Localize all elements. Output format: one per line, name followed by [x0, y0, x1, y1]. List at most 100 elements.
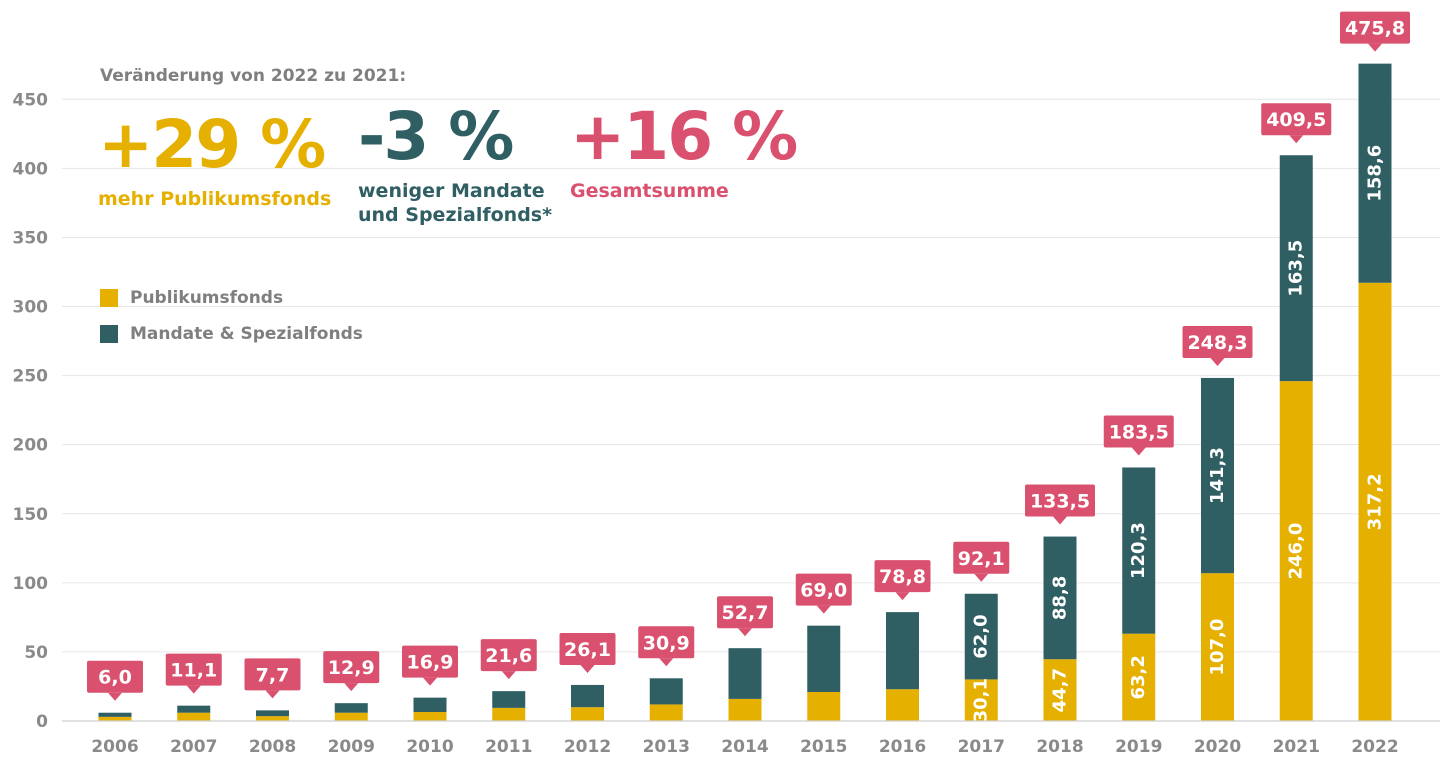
- total-callout-pointer: [1289, 135, 1304, 144]
- total-callout-box: [874, 560, 931, 593]
- bar-mandate-spezialfonds: [334, 703, 368, 713]
- bar-publikumsfonds: [964, 679, 998, 721]
- x-tick-label: 2022: [1351, 737, 1398, 757]
- bar-publikumsfonds: [98, 716, 132, 721]
- x-tick-label: 2015: [800, 737, 847, 757]
- value-label-publikumsfonds: 63,2: [1128, 655, 1149, 699]
- total-callout-pointer: [895, 592, 910, 601]
- stat-gesamt-value: +16 %: [570, 98, 798, 175]
- bar-publikumsfonds: [571, 707, 604, 721]
- stat-publikum: +29 % mehr Publikumsfonds: [98, 112, 331, 212]
- y-axis: 0 50 100 150 200 250 300 350 400 450: [13, 90, 49, 732]
- stat-mandate: -3 % weniger Mandate und Spezialfonds*: [358, 104, 552, 228]
- total-value-label: 7,7: [256, 664, 290, 686]
- total-callout-box: [87, 660, 143, 693]
- legend-item-mandate: Mandate & Spezialfonds: [100, 316, 363, 352]
- bar-mandate-spezialfonds: [886, 612, 919, 690]
- total-callout-box: [165, 653, 222, 686]
- bar-mandate-spezialfonds: [571, 684, 604, 708]
- total-value-label: 248,3: [1187, 332, 1247, 354]
- bar-mandate-spezialfonds: [649, 678, 683, 705]
- bar-mandate-spezialfonds: [807, 625, 841, 692]
- bar-mandate-spezialfonds: [1358, 63, 1392, 283]
- total-callout-box: [717, 596, 773, 629]
- total-callout-box: [1340, 11, 1410, 44]
- gridlines: [62, 98, 1440, 722]
- total-callout-pointer: [1131, 447, 1146, 456]
- total-callout-pointer: [816, 605, 831, 614]
- bar-mandate-spezialfonds: [492, 691, 526, 708]
- bar-mandate-spezialfonds: [964, 593, 998, 680]
- bar-mandate-spezialfonds: [728, 648, 762, 699]
- total-value-label: 12,9: [328, 657, 375, 679]
- legend-item-publikum: Publikumsfonds: [100, 280, 363, 316]
- bar-publikumsfonds: [413, 712, 447, 721]
- y-tick-label: 400: [13, 159, 49, 179]
- total-callout-box: [1261, 103, 1332, 136]
- bar-publikumsfonds: [1358, 282, 1392, 721]
- value-label-publikumsfonds: 30,1: [971, 678, 992, 722]
- legend-swatch-publikum: [100, 289, 118, 307]
- total-value-label: 21,6: [485, 645, 532, 667]
- y-tick-label: 450: [13, 90, 49, 110]
- bar-publikumsfonds: [1043, 659, 1077, 721]
- bar-publikumsfonds: [728, 698, 762, 721]
- total-callout-pointer: [974, 573, 989, 582]
- bar-mandate-spezialfonds: [1043, 536, 1077, 660]
- bar-mandate-spezialfonds: [1201, 377, 1234, 574]
- change-headline: Veränderung von 2022 zu 2021:: [100, 66, 407, 86]
- total-callout-box: [559, 632, 616, 665]
- legend-label-mandate: Mandate & Spezialfonds: [130, 324, 363, 344]
- stat-gesamt-label-line: Gesamtsumme: [570, 180, 729, 202]
- bar-publikumsfonds: [649, 704, 683, 721]
- bar-publikumsfonds: [1201, 573, 1234, 721]
- stat-publikum-label: mehr Publikumsfonds: [98, 188, 331, 212]
- bar-mandate-spezialfonds: [98, 712, 132, 717]
- total-value-label: 92,1: [958, 548, 1005, 570]
- total-value-label: 409,5: [1266, 109, 1326, 131]
- total-callout-pointer: [659, 658, 674, 667]
- total-callout-pointer: [1053, 516, 1067, 525]
- value-label-mandate: 158,6: [1365, 145, 1386, 202]
- y-tick-label: 150: [13, 505, 49, 525]
- y-tick-label: 200: [13, 436, 49, 456]
- total-value-label: 133,5: [1030, 491, 1090, 513]
- total-callout-pointer: [580, 664, 595, 673]
- total-callout-box: [953, 541, 1010, 574]
- x-tick-label: 2012: [564, 737, 611, 757]
- x-tick-label: 2020: [1194, 737, 1241, 757]
- stat-mandate-label-line: und Spezialfonds*: [358, 203, 553, 226]
- bar-publikumsfonds: [1279, 381, 1313, 721]
- bar-mandate-spezialfonds: [256, 710, 289, 717]
- stat-publikum-value: +29 %: [98, 106, 326, 183]
- x-tick-label: 2016: [879, 737, 926, 757]
- total-callout-pointer: [344, 683, 359, 692]
- total-callout-pointer: [186, 685, 201, 694]
- y-tick-label: 0: [36, 712, 48, 732]
- bar-mandate-spezialfonds: [177, 705, 211, 713]
- stat-gesamt-label: Gesamtsumme: [570, 180, 796, 204]
- total-value-label: 69,0: [800, 580, 847, 602]
- bar-mandate-spezialfonds: [1122, 467, 1156, 634]
- value-label-publikumsfonds: 44,7: [1050, 668, 1071, 712]
- bar-publikumsfonds: [1122, 633, 1156, 721]
- stat-gesamt: +16 % Gesamtsumme: [570, 98, 798, 204]
- total-callout-box: [1025, 484, 1095, 517]
- total-callout-pointer: [501, 671, 516, 680]
- x-tick-label: 2010: [406, 737, 453, 757]
- x-tick-label: 2007: [170, 737, 217, 757]
- total-value-label: 30,9: [643, 632, 690, 654]
- x-tick-label: 2021: [1273, 737, 1320, 757]
- x-tick-label: 2011: [485, 737, 532, 757]
- x-tick-label: 2013: [643, 737, 690, 757]
- total-callout-box: [638, 626, 695, 659]
- total-callout-box: [323, 651, 380, 684]
- total-callout-pointer: [1368, 43, 1382, 52]
- bar-publikumsfonds: [256, 716, 289, 721]
- value-label-mandate: 120,3: [1128, 522, 1149, 579]
- total-value-label: 52,7: [722, 602, 769, 624]
- bar-publikumsfonds: [177, 712, 211, 721]
- total-value-label: 11,1: [170, 660, 217, 682]
- y-tick-label: 250: [13, 367, 49, 387]
- total-value-label: 475,8: [1345, 18, 1405, 40]
